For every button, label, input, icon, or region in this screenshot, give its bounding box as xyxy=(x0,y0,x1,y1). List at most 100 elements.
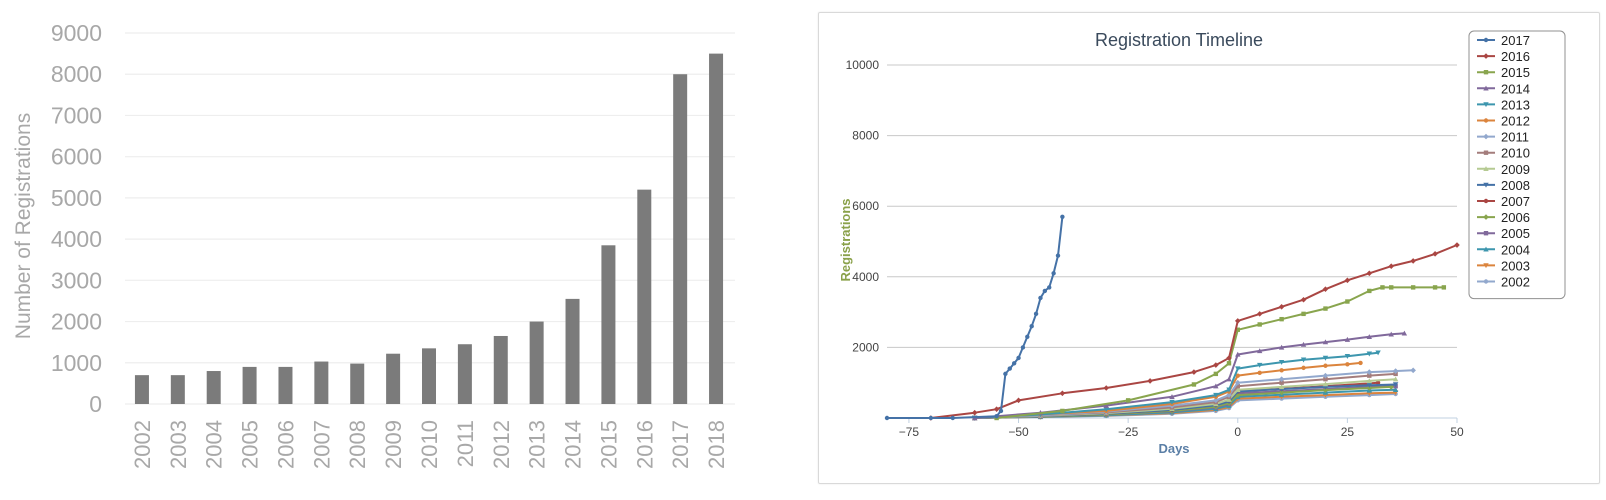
legend-item-2005[interactable]: 2005 xyxy=(1477,226,1530,241)
legend-item-2016[interactable]: 2016 xyxy=(1477,49,1530,64)
legend-item-2007[interactable]: 2007 xyxy=(1477,194,1530,209)
timeline-point-2012 xyxy=(1323,363,1328,368)
timeline-point-2015 xyxy=(1191,382,1197,387)
timeline-x-tick-labels: −75 −50 −25 0 25 50 xyxy=(899,418,1464,439)
registration-timeline-line-chart: Registration Timeline 2000 4000 6000 8000 10… xyxy=(838,30,1566,456)
timeline-point-2015 xyxy=(1301,311,1306,317)
timeline-x-tick-label: −75 xyxy=(899,425,920,439)
bar-y-tick-label: 5000 xyxy=(51,185,102,211)
timeline-point-2015 xyxy=(1367,288,1372,294)
bar-2014 xyxy=(565,298,580,404)
timeline-point-2014 xyxy=(1103,402,1109,408)
timeline-x-tick-label: 25 xyxy=(1341,425,1355,439)
legend-label: 2003 xyxy=(1501,258,1530,273)
legend-item-2017[interactable]: 2017 xyxy=(1477,33,1530,48)
timeline-point-2015 xyxy=(1441,285,1447,290)
timeline-y-axis-label: Registrations xyxy=(838,198,853,281)
legend-item-2003[interactable]: 2003 xyxy=(1477,258,1530,273)
bar-2004 xyxy=(206,371,221,404)
legend-marker-2002 xyxy=(1483,279,1489,284)
timeline-point-2012 xyxy=(1301,365,1306,371)
timeline-point-2013 xyxy=(1256,362,1263,368)
timeline-point-2017 xyxy=(1029,324,1034,329)
timeline-point-2008 xyxy=(1366,382,1373,388)
bar-2011 xyxy=(457,344,472,404)
legend-label: 2017 xyxy=(1501,33,1530,48)
bar-x-tick-label: 2003 xyxy=(166,420,191,469)
timeline-y-tick-label: 4000 xyxy=(852,270,879,284)
timeline-point-2017 xyxy=(1047,285,1052,290)
timeline-point-2017 xyxy=(998,408,1004,414)
timeline-point-2013 xyxy=(1103,406,1109,412)
timeline-point-2015 xyxy=(1345,299,1350,304)
timeline-point-2015 xyxy=(1432,285,1438,290)
legend-marker-2011 xyxy=(1483,133,1489,140)
timeline-point-2013 xyxy=(1344,354,1351,359)
timeline-y-tick-label: 2000 xyxy=(852,340,879,354)
timeline-point-2017 xyxy=(1060,214,1065,219)
legend-item-2004[interactable]: 2004 xyxy=(1477,242,1530,257)
timeline-point-2011 xyxy=(1392,368,1399,374)
timeline-point-2013 xyxy=(1213,392,1219,398)
legend-item-2012[interactable]: 2012 xyxy=(1477,114,1530,129)
legend-item-2002[interactable]: 2002 xyxy=(1477,275,1530,290)
timeline-point-2014 xyxy=(1213,383,1219,389)
bar-y-tick-label: 1000 xyxy=(51,350,102,376)
legend-item-2009[interactable]: 2009 xyxy=(1477,162,1530,177)
timeline-series-2015 xyxy=(994,285,1447,421)
legend-item-2013[interactable]: 2013 xyxy=(1477,97,1530,112)
timeline-point-2017 xyxy=(1033,311,1039,317)
bar-x-tick-label: 2016 xyxy=(632,420,657,469)
legend-item-2011[interactable]: 2011 xyxy=(1477,130,1529,145)
timeline-series-lines xyxy=(884,214,1460,421)
timeline-point-2013 xyxy=(1366,351,1373,357)
timeline-point-2016 xyxy=(1278,304,1285,310)
timeline-point-2016 xyxy=(1366,270,1373,277)
timeline-point-2016 xyxy=(1234,318,1241,324)
legend-item-2008[interactable]: 2008 xyxy=(1477,178,1530,193)
timeline-x-tick-label: −25 xyxy=(1118,425,1139,439)
timeline-point-2015 xyxy=(1410,285,1416,290)
bar-2010 xyxy=(422,348,436,404)
legend-marker-2010 xyxy=(1483,150,1489,155)
timeline-point-2015 xyxy=(1235,327,1240,332)
timeline-point-2009 xyxy=(1366,378,1373,384)
timeline-x-tick-label: 50 xyxy=(1450,425,1464,439)
legend-item-2014[interactable]: 2014 xyxy=(1477,81,1530,96)
timeline-point-2017 xyxy=(1051,271,1056,276)
timeline-point-2014 xyxy=(1278,344,1285,350)
legend-item-2010[interactable]: 2010 xyxy=(1477,146,1530,161)
timeline-x-tick-label: 0 xyxy=(1234,425,1241,439)
legend-label: 2008 xyxy=(1501,178,1530,193)
timeline-series-2014 xyxy=(971,330,1408,421)
timeline-point-2012 xyxy=(1235,373,1240,378)
legend-marker-2016 xyxy=(1483,53,1489,59)
timeline-point-2017 xyxy=(1025,334,1030,340)
bar-x-tick-label: 2012 xyxy=(489,420,514,469)
timeline-point-2014 xyxy=(1300,341,1307,347)
bar-x-tick-label: 2007 xyxy=(309,420,334,469)
legend-label: 2016 xyxy=(1501,49,1530,64)
timeline-point-2004 xyxy=(1392,387,1399,392)
legend-label: 2011 xyxy=(1501,130,1529,145)
timeline-point-2010 xyxy=(1235,384,1240,389)
timeline-point-2007 xyxy=(1375,380,1381,385)
timeline-point-2017 xyxy=(1003,371,1008,377)
legend-marker-2007 xyxy=(1483,198,1489,204)
timeline-point-2014 xyxy=(1226,376,1232,382)
legend-item-2006[interactable]: 2006 xyxy=(1477,210,1530,225)
legend-marker-2003 xyxy=(1483,263,1489,269)
timeline-point-2017 xyxy=(994,414,999,419)
timeline-point-2013 xyxy=(1169,399,1175,405)
timeline-gridlines xyxy=(887,64,1457,419)
timeline-point-2014 xyxy=(1256,348,1263,354)
bar-2017 xyxy=(673,74,688,404)
timeline-point-2011 xyxy=(1278,376,1285,382)
timeline-point-2016 xyxy=(1015,397,1022,404)
legend-item-2015[interactable]: 2015 xyxy=(1477,65,1530,80)
timeline-point-2017 xyxy=(928,415,934,421)
timeline-point-2015 xyxy=(1257,322,1262,327)
registrations-by-year-bar-chart: 0 1000 2000 3000 4000 5000 6000 7000 8000 9000 20… xyxy=(12,20,735,469)
timeline-point-2016 xyxy=(1322,286,1329,292)
bar-chart-gridlines xyxy=(125,32,735,405)
